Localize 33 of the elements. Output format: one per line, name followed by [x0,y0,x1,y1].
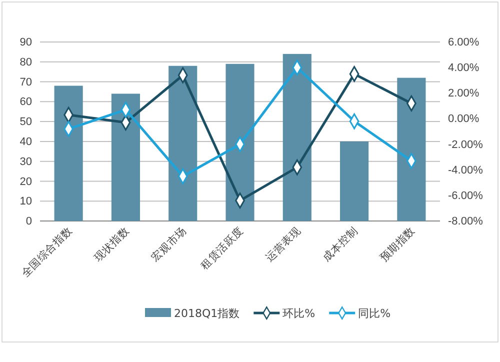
y2-tick-label: -8.00% [448,216,484,228]
bar [111,94,140,221]
x-tick-label: 预期指数 [378,224,418,264]
bar [340,141,369,221]
bar [226,64,254,221]
y2-tick-label: 2.00% [448,88,480,100]
x-tick-label: 租赁活跃度 [198,224,246,272]
y-tick-label: 10 [20,196,32,208]
x-tick-label: 现状指数 [92,224,132,264]
y-tick-label: 30 [20,156,32,168]
x-tick-label: 成本控制 [320,224,360,264]
legend-label: 2018Q1指数 [174,307,240,320]
bar [282,54,312,221]
y-tick-label: 70 [20,76,32,88]
legend-label: 环比% [282,307,316,320]
y2-tick-label: -4.00% [448,164,484,176]
bar [397,78,426,221]
y-tick-label: 60 [20,96,32,108]
y-tick-label: 80 [20,56,32,68]
y2-tick-label: -2.00% [448,138,484,151]
bar [168,66,198,221]
y2-tick-label: -6.00% [448,190,484,202]
legend-label: 同比% [358,307,391,320]
y-tick-label: 40 [20,136,32,148]
y2-tick-label: 6.00% [448,36,480,49]
x-tick-label: 运营表现 [262,224,304,264]
y-tick-label: 90 [20,36,32,49]
y2-tick-label: 4.00% [448,62,480,74]
y-tick-label: 20 [20,176,32,188]
bar [54,86,83,221]
y-tick-label: 50 [20,116,32,128]
y2-tick-label: 0.00% [448,113,480,126]
x-tick-label: 宏观市场 [148,224,189,264]
